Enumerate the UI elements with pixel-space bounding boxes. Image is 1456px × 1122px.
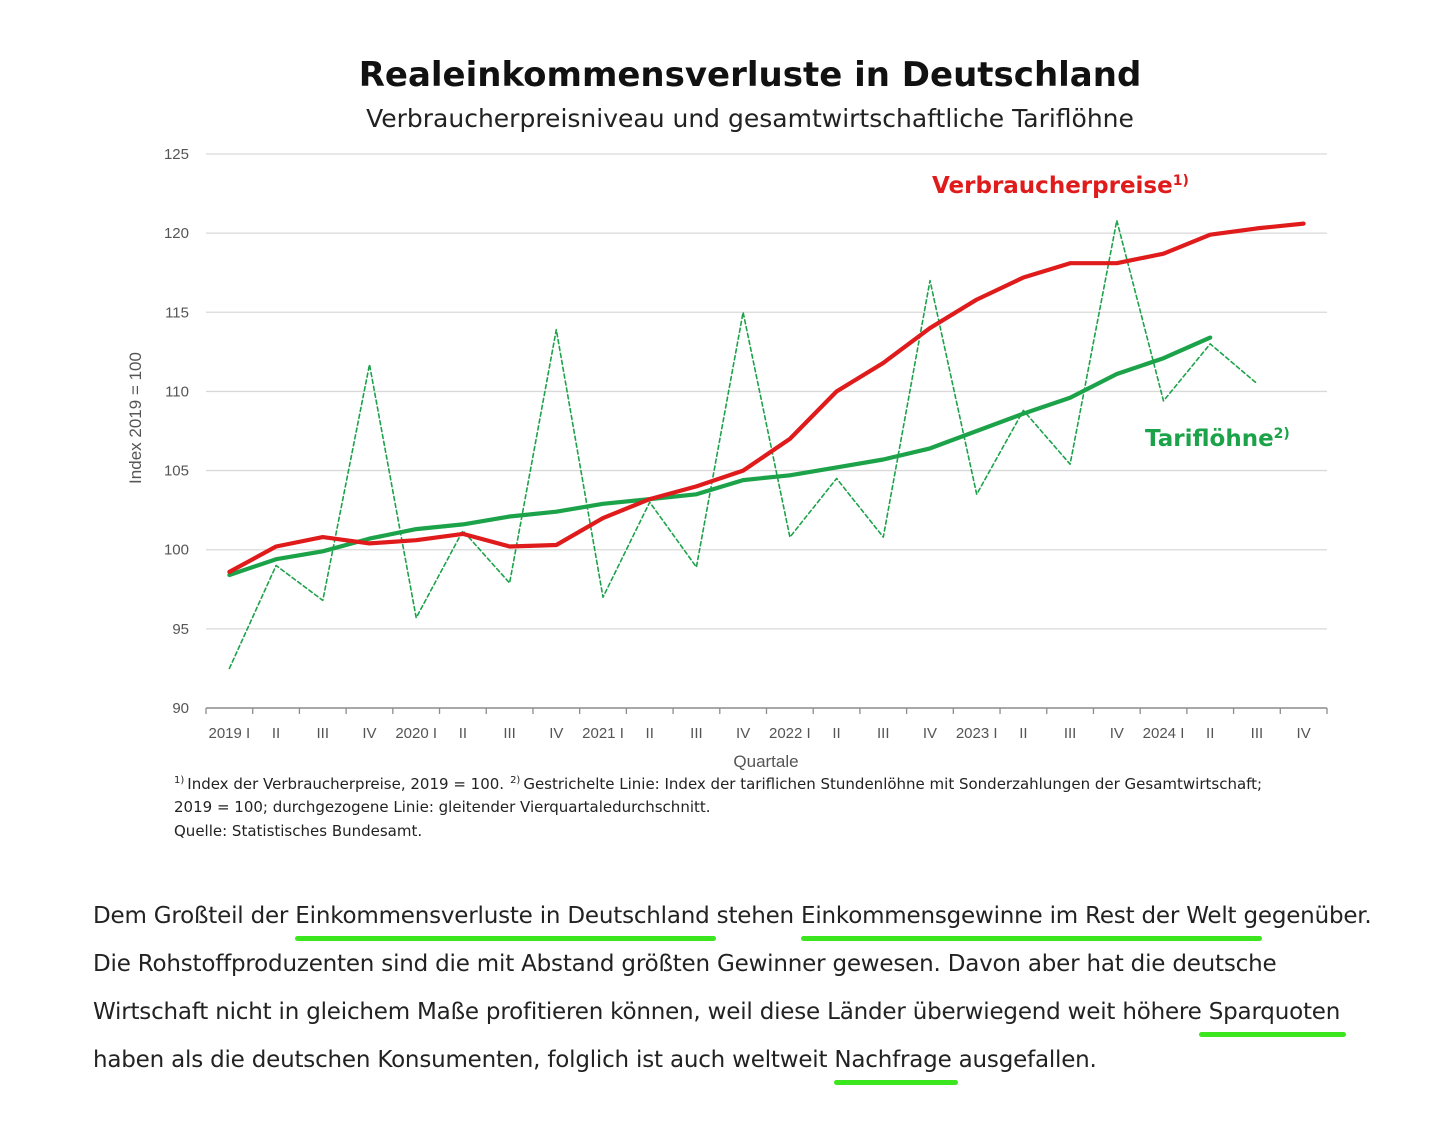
x-tick-label: II [1019, 725, 1027, 742]
x-tick-label: IV [549, 725, 563, 742]
chart-title: Realeinkommensverluste in Deutschland [359, 55, 1142, 95]
x-tick-label: IV [1110, 725, 1124, 742]
x-tick-label: III [317, 725, 330, 742]
footnote-1-text: Index der Verbraucherpreise, 2019 = 100. [187, 775, 504, 793]
x-axis: 2019 I II III IV 2020 I II III IV 2021 I II III IV 2… [205, 707, 1328, 742]
text-segment: haben als die deutschen Konsumenten, fol… [93, 1047, 835, 1073]
x-tick-label: IV [923, 725, 937, 742]
x-tick-label: 2023 I [956, 725, 998, 742]
y-tick-label: 115 [165, 304, 189, 321]
x-tick-label: II [646, 725, 654, 742]
y-axis-label: Index 2019 = 100 [126, 352, 145, 484]
y-tick-label: 120 [164, 225, 189, 242]
x-tick-label: III [877, 725, 890, 742]
chart-figure: Realeinkommensverluste in Deutschland Ve… [126, 55, 1328, 840]
x-tick-label: II [832, 725, 840, 742]
series-line-verbraucherpreise [227, 221, 1306, 575]
footnote-line-2: 2019 = 100; durchgezogene Linie: gleiten… [174, 798, 711, 816]
x-tick-label: 2021 I [582, 725, 624, 742]
y-tick-label: 110 [165, 383, 189, 400]
x-tick-label: III [690, 725, 703, 742]
x-tick-label: III [1251, 725, 1264, 742]
footnote-source: Quelle: Statistisches Bundesamt. [174, 822, 422, 840]
y-tick-labels: 90 95 100 105 110 115 120 125 [164, 146, 189, 717]
footnote-mark-2: 2) [510, 775, 520, 786]
grid-layer [206, 153, 1327, 630]
series-label-verbraucherpreise-text: Verbraucherpreise [932, 173, 1173, 199]
series-label-verbraucherpreise: Verbraucherpreise1) [932, 173, 1189, 199]
series-layer [227, 219, 1306, 670]
x-tick-label: II [272, 725, 280, 742]
series-label-tarifloehne-text: Tariflöhne [1145, 426, 1274, 452]
text-segment: ausgefallen. [951, 1047, 1097, 1073]
series-line-tarifloehne-avg [227, 335, 1213, 578]
x-tick-label: III [503, 725, 516, 742]
text-segment: stehen [709, 903, 802, 929]
highlight-einkommensgewinne: Einkommensgewinne im Rest der Welt [801, 903, 1237, 929]
x-tick-label: II [459, 725, 467, 742]
y-tick-label: 90 [172, 700, 189, 717]
x-tick-label: IV [362, 725, 376, 742]
text-segment: Dem Großteil der [93, 903, 296, 929]
x-tick-label: 2022 I [769, 725, 811, 742]
x-tick-label: 2024 I [1143, 725, 1185, 742]
y-tick-label: 100 [164, 542, 189, 559]
x-tick-label: IV [1297, 725, 1311, 742]
chart-subtitle: Verbraucherpreisniveau und gesamtwirtsch… [366, 104, 1134, 133]
footnote-line-1: 1) Index der Verbraucherpreise, 2019 = 10… [174, 775, 1262, 793]
x-tick-label: II [1206, 725, 1214, 742]
text-segment: gegenüber. Die Rohstoffproduzenten sind … [93, 903, 1372, 1025]
x-tick-label: III [1064, 725, 1077, 742]
highlight-sparquoten: Sparquoten [1208, 999, 1341, 1025]
x-axis-label: Quartale [733, 752, 798, 771]
y-tick-label: 105 [164, 463, 189, 480]
body-paragraph: Dem Großteil der Einkommensverluste in D… [93, 892, 1393, 1084]
x-tick-label: 2020 I [395, 725, 437, 742]
series-label-verbraucherpreise-sup: 1) [1173, 173, 1189, 189]
x-tick-label: IV [736, 725, 750, 742]
series-label-tarifloehne-sup: 2) [1274, 426, 1290, 442]
paragraph-text: Dem Großteil der Einkommensverluste in D… [93, 892, 1393, 1084]
chart-svg: Realeinkommensverluste in Deutschland Ve… [126, 55, 1328, 840]
highlight-einkommensverluste: Einkommensverluste in Deutschland [295, 903, 710, 929]
y-tick-label: 125 [164, 146, 189, 163]
series-line-tarifloehne-quarterly [228, 219, 1258, 670]
series-label-tarifloehne: Tariflöhne2) [1145, 426, 1290, 452]
x-tick-label: 2019 I [208, 725, 250, 742]
footnote-mark-1: 1) [174, 775, 184, 786]
y-tick-label: 95 [172, 621, 189, 638]
footnote-2-text: Gestrichelte Linie: Index der tarifliche… [523, 775, 1262, 793]
highlight-nachfrage: Nachfrage [834, 1047, 952, 1073]
